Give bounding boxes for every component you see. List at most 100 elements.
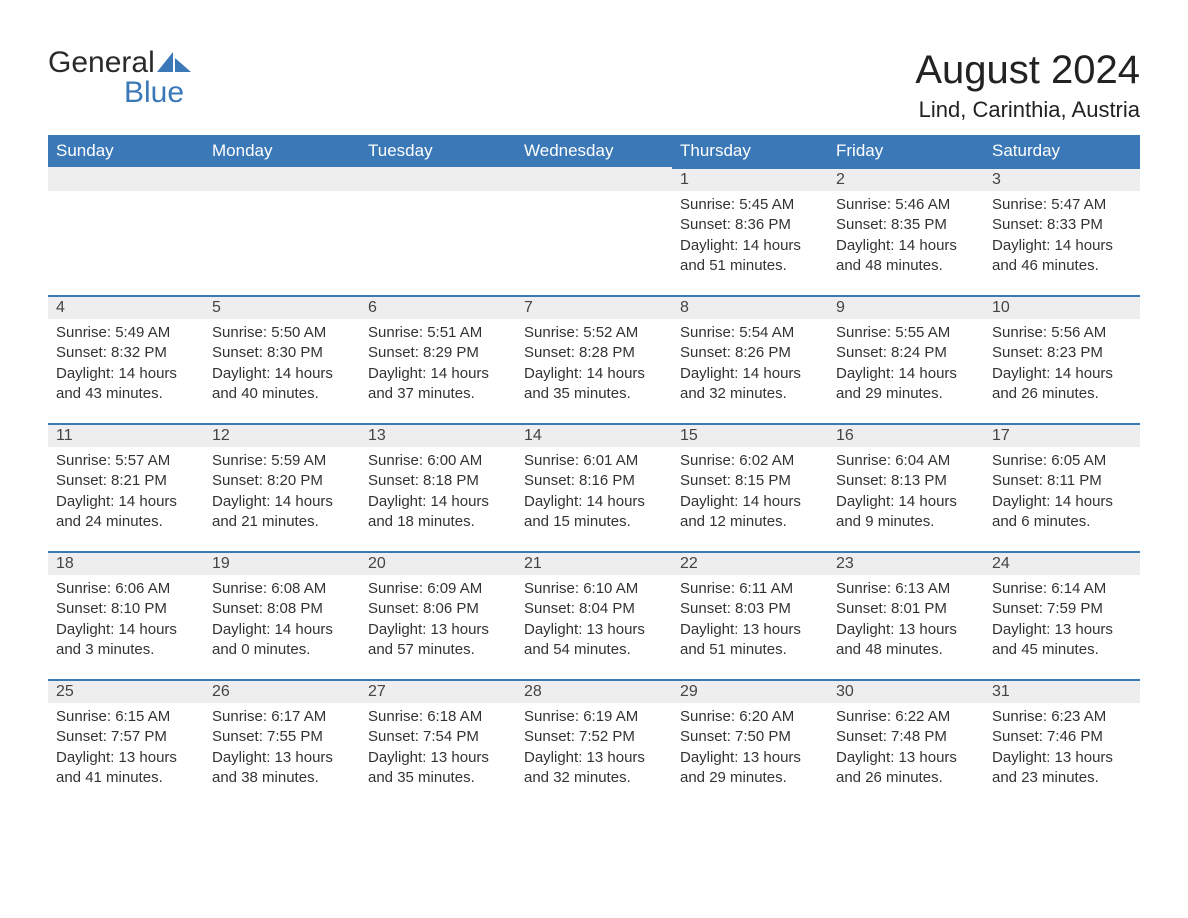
day-details: Sunrise: 6:20 AMSunset: 7:50 PMDaylight:… — [672, 703, 828, 796]
sunset-text: Sunset: 7:50 PM — [680, 727, 820, 747]
header: General Blue August 2024 Lind, Carinthia… — [48, 48, 1140, 123]
calendar-cell: 20Sunrise: 6:09 AMSunset: 8:06 PMDayligh… — [360, 551, 516, 679]
daylight-text: Daylight: 14 hours and 46 minutes. — [992, 236, 1132, 277]
calendar-cell: 16Sunrise: 6:04 AMSunset: 8:13 PMDayligh… — [828, 423, 984, 551]
calendar-cell: 14Sunrise: 6:01 AMSunset: 8:16 PMDayligh… — [516, 423, 672, 551]
calendar-cell: 6Sunrise: 5:51 AMSunset: 8:29 PMDaylight… — [360, 295, 516, 423]
weekday-heading: Saturday — [984, 135, 1140, 167]
daylight-text: Daylight: 14 hours and 26 minutes. — [992, 364, 1132, 405]
calendar-cell: 9Sunrise: 5:55 AMSunset: 8:24 PMDaylight… — [828, 295, 984, 423]
logo-word1: General — [48, 48, 155, 78]
sunset-text: Sunset: 8:08 PM — [212, 599, 352, 619]
sunset-text: Sunset: 8:29 PM — [368, 343, 508, 363]
calendar-cell: 23Sunrise: 6:13 AMSunset: 8:01 PMDayligh… — [828, 551, 984, 679]
location-subtitle: Lind, Carinthia, Austria — [915, 97, 1140, 123]
daylight-text: Daylight: 14 hours and 12 minutes. — [680, 492, 820, 533]
day-number: 1 — [672, 167, 828, 191]
calendar-cell: 18Sunrise: 6:06 AMSunset: 8:10 PMDayligh… — [48, 551, 204, 679]
day-number: 31 — [984, 679, 1140, 703]
day-number: 14 — [516, 423, 672, 447]
daylight-text: Daylight: 14 hours and 32 minutes. — [680, 364, 820, 405]
sunset-text: Sunset: 8:20 PM — [212, 471, 352, 491]
calendar-cell: 28Sunrise: 6:19 AMSunset: 7:52 PMDayligh… — [516, 679, 672, 807]
calendar-cell: 24Sunrise: 6:14 AMSunset: 7:59 PMDayligh… — [984, 551, 1140, 679]
day-details: Sunrise: 6:02 AMSunset: 8:15 PMDaylight:… — [672, 447, 828, 540]
sunrise-text: Sunrise: 6:06 AM — [56, 579, 196, 599]
sunset-text: Sunset: 8:03 PM — [680, 599, 820, 619]
sunrise-text: Sunrise: 6:02 AM — [680, 451, 820, 471]
daylight-text: Daylight: 14 hours and 48 minutes. — [836, 236, 976, 277]
sunrise-text: Sunrise: 5:52 AM — [524, 323, 664, 343]
weekday-heading: Tuesday — [360, 135, 516, 167]
sunset-text: Sunset: 8:36 PM — [680, 215, 820, 235]
day-details: Sunrise: 5:49 AMSunset: 8:32 PMDaylight:… — [48, 319, 204, 412]
day-number: 26 — [204, 679, 360, 703]
sunset-text: Sunset: 8:23 PM — [992, 343, 1132, 363]
sunrise-text: Sunrise: 6:13 AM — [836, 579, 976, 599]
sunrise-text: Sunrise: 5:51 AM — [368, 323, 508, 343]
day-number: 17 — [984, 423, 1140, 447]
day-details: Sunrise: 6:00 AMSunset: 8:18 PMDaylight:… — [360, 447, 516, 540]
sunset-text: Sunset: 8:13 PM — [836, 471, 976, 491]
calendar-cell: . — [360, 167, 516, 295]
day-details: Sunrise: 6:10 AMSunset: 8:04 PMDaylight:… — [516, 575, 672, 668]
daylight-text: Daylight: 14 hours and 40 minutes. — [212, 364, 352, 405]
sunrise-text: Sunrise: 5:56 AM — [992, 323, 1132, 343]
calendar-cell: 30Sunrise: 6:22 AMSunset: 7:48 PMDayligh… — [828, 679, 984, 807]
calendar-cell: 31Sunrise: 6:23 AMSunset: 7:46 PMDayligh… — [984, 679, 1140, 807]
day-details: Sunrise: 5:54 AMSunset: 8:26 PMDaylight:… — [672, 319, 828, 412]
daylight-text: Daylight: 14 hours and 35 minutes. — [524, 364, 664, 405]
page-title: August 2024 — [915, 48, 1140, 93]
sunset-text: Sunset: 8:15 PM — [680, 471, 820, 491]
logo: General Blue — [48, 48, 191, 108]
daylight-text: Daylight: 13 hours and 48 minutes. — [836, 620, 976, 661]
sunset-text: Sunset: 7:54 PM — [368, 727, 508, 747]
calendar-week-row: 18Sunrise: 6:06 AMSunset: 8:10 PMDayligh… — [48, 551, 1140, 679]
sunrise-text: Sunrise: 6:17 AM — [212, 707, 352, 727]
day-details: Sunrise: 5:51 AMSunset: 8:29 PMDaylight:… — [360, 319, 516, 412]
calendar-cell: 25Sunrise: 6:15 AMSunset: 7:57 PMDayligh… — [48, 679, 204, 807]
calendar-body: ....1Sunrise: 5:45 AMSunset: 8:36 PMDayl… — [48, 167, 1140, 807]
day-details: Sunrise: 6:14 AMSunset: 7:59 PMDaylight:… — [984, 575, 1140, 668]
weekday-heading: Wednesday — [516, 135, 672, 167]
day-number: 8 — [672, 295, 828, 319]
sunset-text: Sunset: 7:59 PM — [992, 599, 1132, 619]
daylight-text: Daylight: 14 hours and 21 minutes. — [212, 492, 352, 533]
day-number: 16 — [828, 423, 984, 447]
calendar-cell: 22Sunrise: 6:11 AMSunset: 8:03 PMDayligh… — [672, 551, 828, 679]
calendar-cell: 8Sunrise: 5:54 AMSunset: 8:26 PMDaylight… — [672, 295, 828, 423]
sunrise-text: Sunrise: 5:50 AM — [212, 323, 352, 343]
sunrise-text: Sunrise: 6:20 AM — [680, 707, 820, 727]
sunrise-text: Sunrise: 5:54 AM — [680, 323, 820, 343]
title-block: August 2024 Lind, Carinthia, Austria — [915, 48, 1140, 123]
daylight-text: Daylight: 14 hours and 6 minutes. — [992, 492, 1132, 533]
daylight-text: Daylight: 13 hours and 29 minutes. — [680, 748, 820, 789]
sunset-text: Sunset: 7:48 PM — [836, 727, 976, 747]
day-number: 4 — [48, 295, 204, 319]
sunrise-text: Sunrise: 6:08 AM — [212, 579, 352, 599]
weekday-heading: Sunday — [48, 135, 204, 167]
sunrise-text: Sunrise: 6:04 AM — [836, 451, 976, 471]
sunset-text: Sunset: 8:06 PM — [368, 599, 508, 619]
day-number: 10 — [984, 295, 1140, 319]
sunset-text: Sunset: 8:33 PM — [992, 215, 1132, 235]
day-details: Sunrise: 6:23 AMSunset: 7:46 PMDaylight:… — [984, 703, 1140, 796]
day-details: Sunrise: 5:52 AMSunset: 8:28 PMDaylight:… — [516, 319, 672, 412]
day-number: 30 — [828, 679, 984, 703]
day-details: Sunrise: 6:18 AMSunset: 7:54 PMDaylight:… — [360, 703, 516, 796]
weekday-header-row: Sunday Monday Tuesday Wednesday Thursday… — [48, 135, 1140, 167]
daylight-text: Daylight: 14 hours and 0 minutes. — [212, 620, 352, 661]
sunset-text: Sunset: 8:28 PM — [524, 343, 664, 363]
sunset-text: Sunset: 8:35 PM — [836, 215, 976, 235]
weekday-heading: Thursday — [672, 135, 828, 167]
day-details: Sunrise: 6:17 AMSunset: 7:55 PMDaylight:… — [204, 703, 360, 796]
calendar-cell: . — [48, 167, 204, 295]
day-number: 20 — [360, 551, 516, 575]
daylight-text: Daylight: 13 hours and 23 minutes. — [992, 748, 1132, 789]
sunrise-text: Sunrise: 6:22 AM — [836, 707, 976, 727]
calendar-cell: 27Sunrise: 6:18 AMSunset: 7:54 PMDayligh… — [360, 679, 516, 807]
day-details: Sunrise: 5:45 AMSunset: 8:36 PMDaylight:… — [672, 191, 828, 284]
daylight-text: Daylight: 14 hours and 3 minutes. — [56, 620, 196, 661]
day-details: Sunrise: 6:05 AMSunset: 8:11 PMDaylight:… — [984, 447, 1140, 540]
calendar-cell: 13Sunrise: 6:00 AMSunset: 8:18 PMDayligh… — [360, 423, 516, 551]
